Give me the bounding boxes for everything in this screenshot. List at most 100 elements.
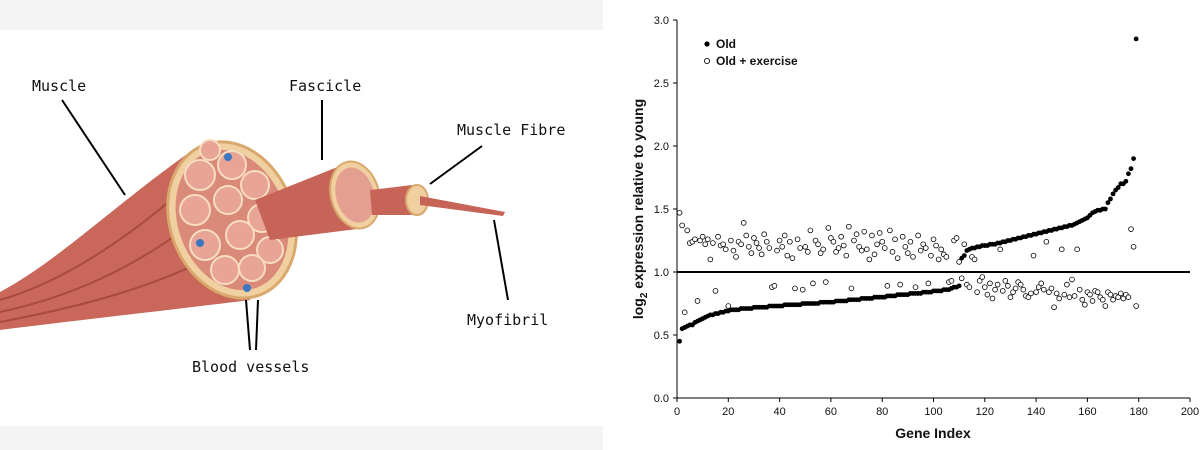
data-point — [1020, 286, 1027, 293]
data-point — [1012, 285, 1019, 292]
data-point — [1123, 178, 1129, 184]
data-point — [930, 236, 937, 243]
data-point — [958, 275, 965, 282]
data-point — [730, 247, 737, 254]
data-point — [1128, 226, 1134, 232]
data-point — [1110, 296, 1116, 303]
x-tick-label: 0 — [674, 406, 680, 418]
data-point — [740, 220, 747, 226]
data-point — [912, 284, 919, 290]
data-point — [884, 283, 891, 289]
data-point — [935, 256, 942, 263]
data-point — [1102, 206, 1108, 212]
label-muscle-fibre: Muscle Fibre — [457, 121, 565, 139]
data-point — [1005, 283, 1011, 289]
data-point — [820, 246, 827, 253]
data-point — [679, 222, 685, 229]
data-point — [856, 244, 862, 250]
data-point — [838, 233, 844, 240]
data-point — [1040, 286, 1047, 293]
data-point — [794, 236, 801, 243]
x-tick-label: 100 — [924, 406, 942, 418]
data-point — [953, 235, 960, 241]
data-point — [889, 249, 896, 255]
data-point — [1007, 294, 1014, 301]
data-point — [761, 231, 768, 238]
data-point — [846, 223, 852, 230]
data-point — [943, 254, 950, 260]
data-point — [851, 237, 857, 244]
data-point — [758, 251, 765, 258]
data-point — [892, 236, 898, 243]
data-point — [876, 230, 883, 236]
y-title-part: log — [630, 298, 646, 319]
muscle-diagram: Muscle Fascicle Muscle Fibre Myofibril B… — [0, 77, 565, 376]
data-point — [956, 283, 962, 289]
data-point — [1099, 296, 1106, 303]
data-point — [1033, 289, 1039, 295]
data-point — [1061, 291, 1068, 298]
data-point — [1105, 200, 1111, 206]
y-tick-label: 1.5 — [654, 204, 669, 216]
data-point — [830, 238, 837, 245]
data-point — [720, 241, 726, 248]
data-point — [802, 244, 809, 250]
data-point — [923, 245, 929, 251]
data-point — [920, 241, 927, 248]
data-point — [858, 247, 865, 254]
data-point — [1058, 246, 1065, 253]
data-point — [1115, 185, 1121, 190]
y-title-part: expression relative to young — [630, 99, 646, 293]
data-point — [1102, 303, 1109, 309]
data-point — [992, 286, 998, 293]
data-point — [848, 285, 855, 292]
data-point — [746, 244, 752, 250]
x-axis-title: Gene Index — [895, 425, 971, 441]
data-point — [905, 250, 911, 256]
data-point — [712, 288, 719, 294]
data-point — [879, 238, 885, 245]
data-point — [1028, 290, 1034, 297]
y-title-sub: 2 — [639, 292, 650, 298]
data-point — [897, 281, 903, 288]
data-point — [843, 252, 850, 259]
data-point — [1046, 289, 1052, 295]
y-tick-label: 2.5 — [654, 78, 669, 90]
x-tick-label: 80 — [876, 406, 888, 418]
data-point — [763, 238, 770, 245]
fascicle-inner — [335, 167, 375, 223]
data-point — [1035, 284, 1042, 290]
data-point — [835, 245, 842, 251]
data-point — [915, 232, 921, 239]
data-point — [989, 295, 996, 302]
data-point — [781, 232, 788, 239]
data-point — [715, 233, 721, 240]
data-point — [738, 241, 744, 248]
data-point — [1069, 276, 1075, 283]
data-point — [1066, 294, 1073, 301]
data-point — [976, 278, 983, 284]
data-point — [1087, 291, 1093, 298]
x-tick-label: 120 — [976, 406, 994, 418]
legend-label: Old — [716, 37, 736, 51]
data-point — [1120, 295, 1127, 302]
data-point — [799, 286, 806, 293]
data-point — [925, 280, 932, 287]
data-point — [774, 247, 780, 254]
data-point — [748, 250, 755, 256]
data-point — [1051, 304, 1057, 311]
data-point — [1079, 296, 1086, 303]
data-point — [894, 255, 901, 261]
data-point — [853, 231, 860, 238]
x-tick-label: 20 — [722, 406, 734, 418]
data-point — [797, 245, 803, 251]
data-point — [676, 209, 683, 216]
data-point — [1064, 281, 1070, 288]
data-point — [987, 280, 993, 287]
vessel — [224, 153, 232, 161]
data-point — [899, 233, 906, 240]
legend-label: Old + exercise — [716, 54, 798, 68]
data-point — [753, 240, 760, 246]
data-point — [805, 249, 811, 255]
data-point — [699, 233, 706, 240]
